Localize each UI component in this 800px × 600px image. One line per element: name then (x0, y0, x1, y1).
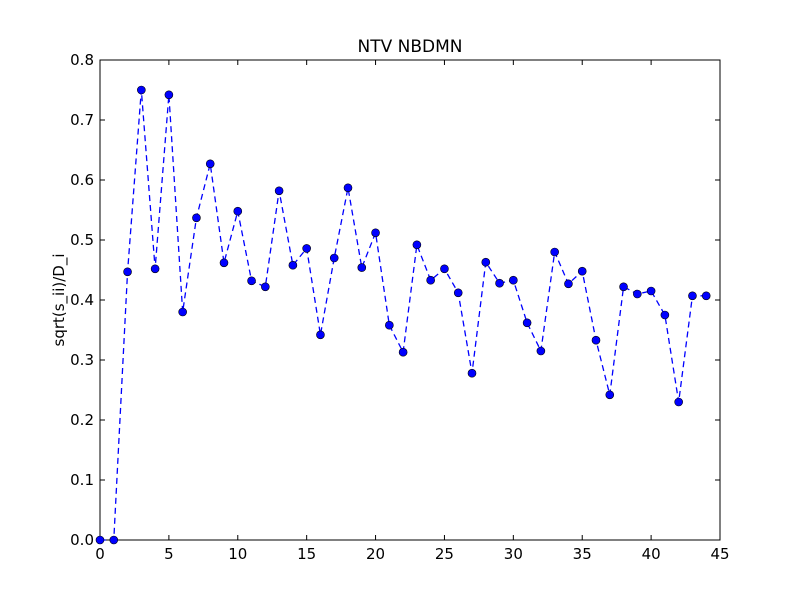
data-point (302, 244, 311, 253)
y-tick-label: 0.5 (70, 231, 94, 249)
data-point (398, 347, 408, 357)
data-point (660, 310, 670, 320)
data-point (619, 282, 628, 292)
data-point (274, 186, 284, 196)
y-tick-label: 0.7 (70, 111, 94, 129)
data-point (371, 228, 380, 238)
y-tick-label: 0.8 (70, 51, 94, 69)
data-point (701, 291, 711, 301)
data-point (536, 346, 546, 356)
x-tick-label: 40 (642, 545, 661, 563)
x-tick-label: 15 (297, 545, 316, 563)
data-point (577, 266, 587, 276)
x-tick-label: 10 (228, 545, 247, 563)
data-point (440, 264, 449, 274)
data-point (247, 276, 256, 286)
data-point (426, 275, 435, 285)
data-point (591, 335, 601, 345)
x-tick-label: 20 (366, 545, 385, 563)
data-point (150, 264, 160, 274)
data-point (633, 289, 642, 299)
x-tick-label: 30 (504, 545, 523, 563)
data-point (205, 159, 215, 169)
data-point (178, 307, 187, 317)
data-point (219, 258, 229, 268)
data-point (95, 535, 105, 545)
y-tick-label: 0.3 (70, 351, 94, 369)
y-axis-label: sqrt(s_ii)/D_i (50, 253, 69, 346)
y-tick-label: 0.0 (70, 531, 94, 549)
data-point (316, 330, 325, 340)
data-point (357, 263, 367, 272)
data-point (605, 390, 615, 400)
data-point (481, 257, 491, 267)
data-point (385, 320, 394, 330)
data-point (137, 85, 146, 95)
x-tick-label: 0 (95, 545, 105, 563)
data-point (261, 282, 270, 292)
data-point (192, 213, 201, 223)
data-point (288, 260, 298, 270)
x-tick-label: 45 (710, 545, 729, 563)
data-point (453, 288, 463, 298)
x-tick-label: 35 (573, 545, 592, 563)
y-tick-label: 0.2 (70, 411, 94, 429)
data-point (495, 278, 504, 288)
y-tick-label: 0.6 (70, 171, 94, 189)
data-point (233, 206, 243, 216)
data-point (564, 279, 573, 289)
y-tick-label: 0.4 (70, 291, 94, 309)
x-tick-label: 25 (435, 545, 454, 563)
data-point (522, 318, 532, 328)
data-point (688, 291, 697, 301)
data-point (164, 90, 174, 100)
data-point (509, 275, 518, 285)
data-point (674, 397, 683, 407)
y-tick-label: 0.1 (70, 471, 94, 489)
data-point (467, 368, 477, 378)
data-point (646, 286, 656, 296)
data-point (412, 240, 422, 250)
data-point (550, 247, 559, 257)
x-tick-label: 5 (164, 545, 174, 563)
chart-title: NTV NBDMN (358, 37, 463, 57)
data-point (109, 535, 119, 545)
data-point (123, 267, 132, 277)
data-point (343, 183, 353, 193)
plot-area: 0 5 10 15 20 25 30 35 40 45 0.0 0.1 0.2 0.3 0.4 0.5 0.6 0… (70, 51, 729, 563)
data-point (329, 253, 339, 263)
